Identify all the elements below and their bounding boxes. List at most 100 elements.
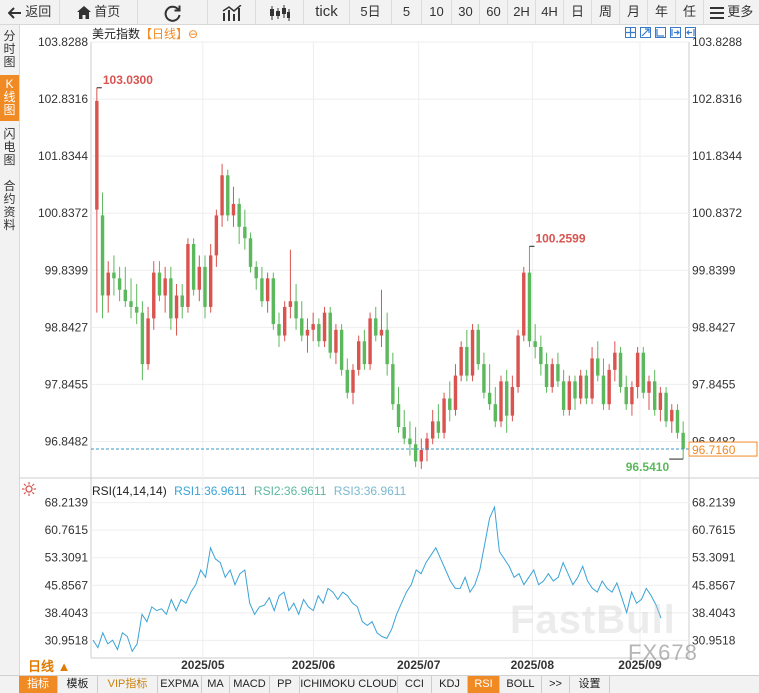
candle-body [459, 346, 463, 376]
sun-settings-icon[interactable] [22, 482, 36, 496]
current-price-box [688, 441, 758, 457]
candle-body [334, 329, 338, 353]
sidebar-item-contract-info[interactable]: 合约资料 [3, 179, 16, 232]
tab-pp[interactable]: PP [270, 676, 300, 693]
candle-body [522, 272, 526, 336]
more-button[interactable]: 更多 [704, 0, 759, 24]
candle-body [106, 272, 110, 296]
rsi-tick-left: 68.2139 [45, 496, 89, 510]
candle-body [191, 243, 196, 290]
candle-body [493, 404, 498, 422]
candle-body [675, 409, 680, 433]
period-custom[interactable]: 任 [676, 0, 704, 24]
candle-body [613, 352, 617, 370]
chart-type-icon[interactable] [655, 27, 666, 38]
candle-body [567, 381, 572, 410]
candle-body [482, 364, 486, 393]
period-30min[interactable]: 30 [452, 0, 480, 24]
tab-settings[interactable]: 设置 [570, 676, 610, 693]
price-tick-right: 103.8288 [692, 35, 742, 49]
x-tick-label: 2025/06 [292, 658, 336, 672]
rsi-title: RSI(14,14,14) [92, 484, 167, 498]
candle-body [146, 318, 150, 365]
chart-canvas[interactable]: 103.8288 103.8288 102.8316 102.8316 101.8344… [0, 0, 759, 675]
period-60min[interactable]: 60 [480, 0, 508, 24]
period-2h[interactable]: 2H [508, 0, 536, 24]
candle-body [601, 375, 606, 405]
period-week[interactable]: 周 [592, 0, 620, 24]
tab-indicators[interactable]: 指标 [19, 676, 58, 693]
period-month[interactable]: 月 [620, 0, 648, 24]
candle-body [453, 375, 458, 410]
period-5min[interactable]: 5 [392, 0, 422, 24]
candle-body [260, 278, 264, 302]
period-tag[interactable]: 【日线】 [140, 27, 189, 41]
scroll-right-icon[interactable] [670, 27, 681, 38]
rsi-tick-left: 53.3091 [45, 551, 89, 565]
tab-expma[interactable]: EXPMA [158, 676, 202, 693]
tab-ichimoku[interactable]: ICHIMOKU CLOUD [300, 676, 398, 693]
candle-body [402, 427, 406, 439]
current-price-label: 96.7160 [692, 443, 736, 457]
candle-body [584, 375, 589, 399]
candle-body [180, 295, 184, 307]
tab-ma[interactable]: MA [202, 676, 230, 693]
tab-cci[interactable]: CCI [398, 676, 432, 693]
tab-kdj[interactable]: KDJ [432, 676, 468, 693]
period-10min[interactable]: 10 [422, 0, 452, 24]
rsi-tick-right: 53.3091 [692, 551, 736, 565]
period-year[interactable]: 年 [648, 0, 676, 24]
x-tick-label: 2025/09 [618, 658, 662, 672]
grid [19, 41, 759, 659]
sidebar-item-kline[interactable]: K线图 [0, 75, 19, 121]
candle-body [436, 421, 441, 433]
period-selector[interactable]: 日线 ▲ [28, 659, 71, 674]
candle-body [322, 312, 327, 342]
tab-macd[interactable]: MACD [230, 676, 270, 693]
candle-body [681, 432, 685, 449]
watermark: FastBull [510, 598, 676, 642]
rsi-tick-right: 45.8567 [692, 578, 736, 592]
collapse-icon[interactable]: ⊖ [188, 27, 199, 41]
period-day[interactable]: 日 [564, 0, 592, 24]
home-button[interactable]: 首页 [60, 0, 138, 24]
back-button[interactable]: 返回 [0, 0, 60, 24]
candle-body [607, 369, 611, 405]
candles-layer [95, 87, 685, 469]
period-5day[interactable]: 5日 [350, 0, 392, 24]
candle-body [231, 203, 236, 216]
menu-icon [709, 4, 728, 19]
sidebar-item-flash[interactable]: 闪电图 [3, 127, 16, 167]
annotation-low3: 96.5410 [626, 460, 670, 474]
candle-body [214, 215, 219, 256]
top-toolbar: 返回 首页 tick 5日 5 10 30 60 2H 4H 日 周 月 年 任… [0, 0, 759, 25]
tab-templates[interactable]: 模板 [58, 676, 98, 693]
candle-body [630, 387, 634, 405]
tab-vip-indicators[interactable]: VIP指标 [98, 676, 158, 693]
indicator-chart-button[interactable] [208, 0, 256, 24]
candle-body [356, 341, 361, 370]
candle-body [277, 324, 281, 336]
x-tick-label: 2025/07 [397, 658, 441, 672]
price-tick-left: 103.8288 [38, 35, 88, 49]
candle-body [425, 438, 429, 450]
tab-more[interactable]: >> [542, 676, 570, 693]
scroll-left-icon[interactable] [685, 27, 696, 38]
candlestick-style-button[interactable] [256, 0, 304, 24]
tab-rsi[interactable]: RSI [468, 676, 500, 693]
price-tick-left: 98.8427 [45, 320, 89, 334]
tick-button[interactable]: tick [304, 0, 350, 24]
sidebar-item-timeshare[interactable]: 分时图 [3, 29, 16, 69]
rsi-tick-right: 68.2139 [692, 496, 736, 510]
rsi-tick-left: 30.9518 [45, 633, 89, 647]
back-label: 返回 [25, 4, 52, 19]
tab-boll[interactable]: BOLL [500, 676, 542, 693]
period-4h[interactable]: 4H [536, 0, 564, 24]
move-icon[interactable] [625, 27, 636, 38]
zoom-in-icon[interactable] [640, 27, 651, 38]
candle-body [379, 329, 384, 336]
price-tick-right: 101.8344 [692, 149, 742, 163]
candle-body [288, 301, 293, 307]
candle-body [95, 100, 99, 210]
refresh-button[interactable] [138, 0, 208, 24]
